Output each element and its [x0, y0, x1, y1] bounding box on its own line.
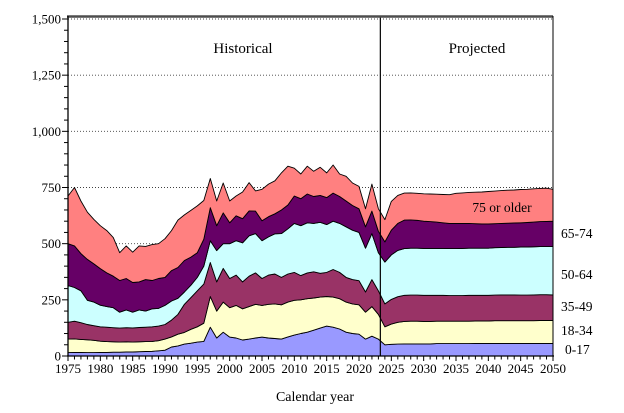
x-tick-label: 1980	[87, 361, 113, 376]
series-label-35-49: 35-49	[561, 299, 593, 314]
series-label-50-64: 50-64	[561, 267, 593, 282]
x-tick-label: 2040	[475, 361, 501, 376]
x-tick-label: 1975	[55, 361, 81, 376]
x-axis-title: Calendar year	[275, 390, 355, 405]
series-label-18-34: 18-34	[561, 323, 593, 338]
series-label-75-or-older: 75 or older	[472, 200, 532, 215]
x-tick-label: 1990	[152, 361, 178, 376]
y-tick-label: 0	[55, 349, 62, 364]
y-tick-label: 1,250	[32, 68, 61, 83]
x-tick-label: 2025	[378, 361, 404, 376]
y-tick-label: 250	[42, 292, 62, 307]
x-tick-label: 2005	[249, 361, 275, 376]
x-tick-label: 2020	[346, 361, 372, 376]
series-label-65-74: 65-74	[561, 226, 593, 241]
y-tick-label: 1,000	[32, 124, 61, 139]
historical-zone-label: Historical	[213, 41, 273, 57]
y-tick-label: 750	[42, 180, 62, 195]
x-tick-label: 2050	[540, 361, 566, 376]
x-tick-label: 2035	[443, 361, 469, 376]
x-tick-label: 2000	[217, 361, 243, 376]
x-tick-label: 2030	[411, 361, 437, 376]
y-tick-label: 500	[42, 236, 62, 251]
x-tick-label: 1995	[184, 361, 210, 376]
x-tick-label: 2015	[314, 361, 340, 376]
projected-zone-label: Projected	[448, 41, 506, 57]
x-tick-label: 2045	[508, 361, 534, 376]
x-tick-label: 1985	[120, 361, 146, 376]
y-tick-label: 1,500	[32, 12, 61, 27]
x-tick-label: 2010	[281, 361, 307, 376]
series-label-0-17: 0-17	[565, 342, 590, 357]
